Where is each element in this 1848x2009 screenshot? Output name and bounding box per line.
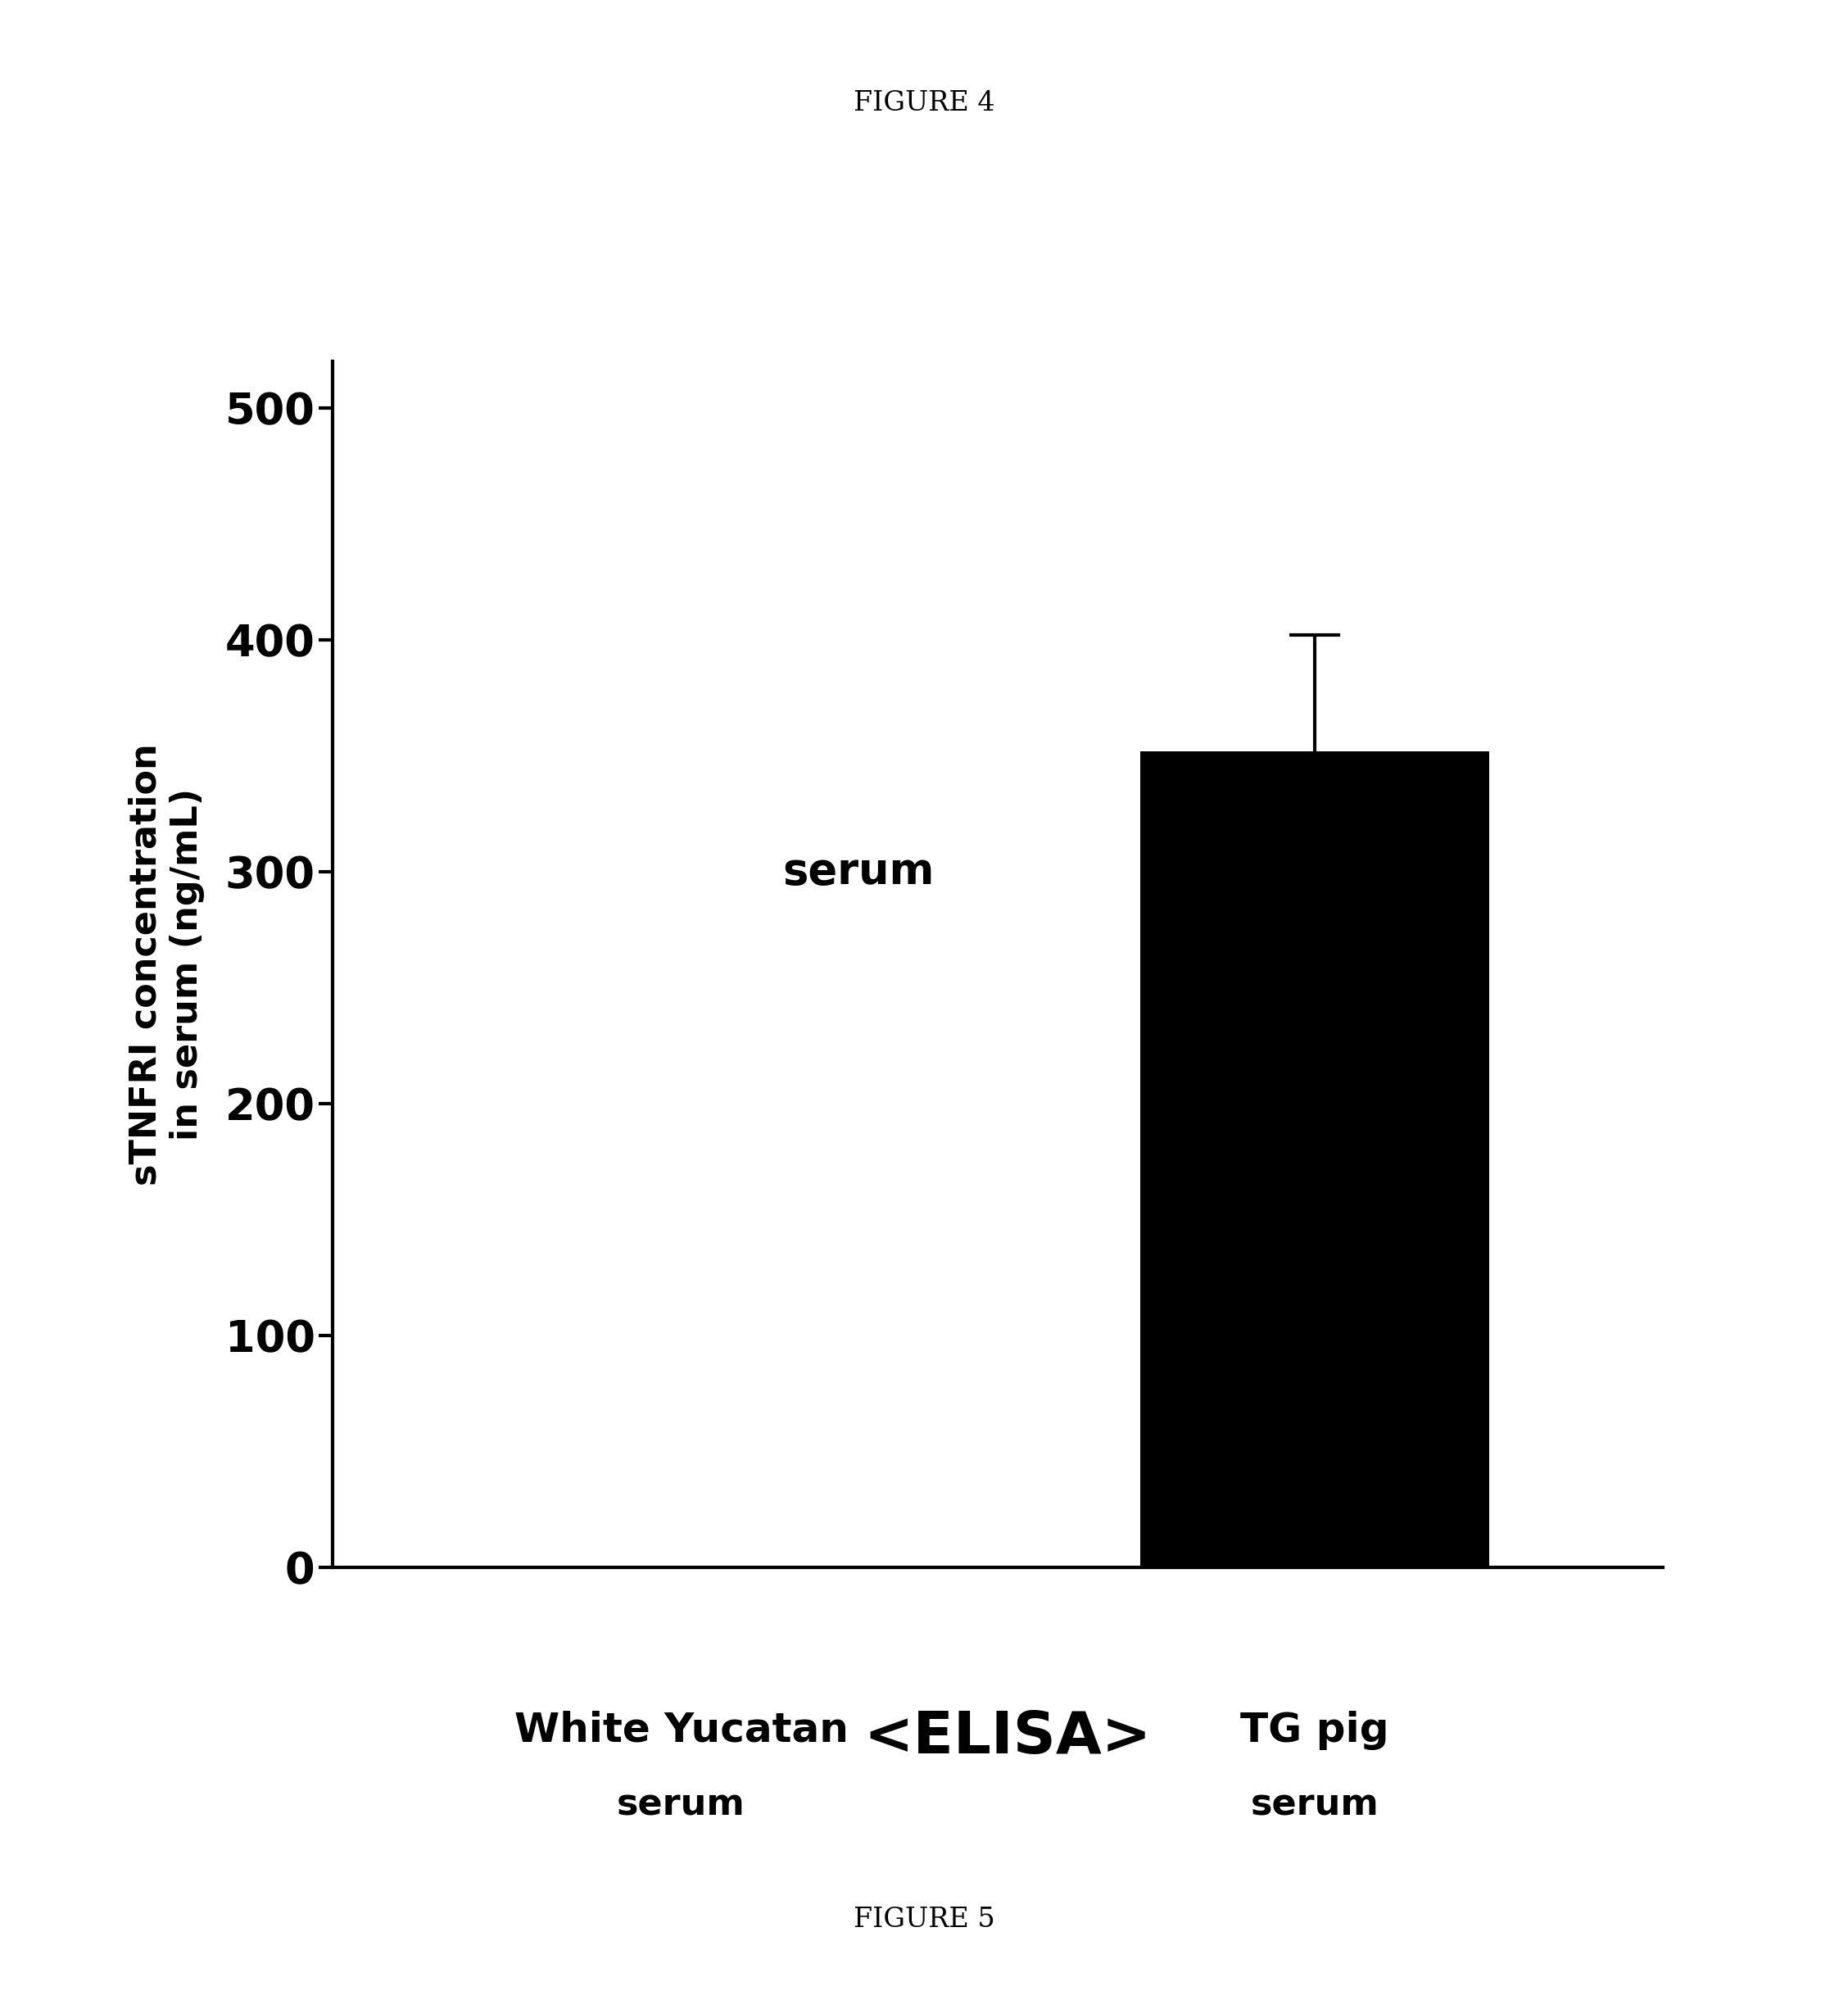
Text: serum: serum <box>617 1788 745 1822</box>
Text: serum: serum <box>782 850 935 892</box>
Bar <box>1140 751 1489 1567</box>
Text: TG pig: TG pig <box>1240 1712 1390 1750</box>
Text: FIGURE 4: FIGURE 4 <box>854 90 994 117</box>
Text: <ELISA>: <ELISA> <box>863 1710 1151 1766</box>
Text: serum: serum <box>1251 1788 1379 1822</box>
Text: FIGURE 5: FIGURE 5 <box>854 1907 994 1933</box>
Text: White Yucatan: White Yucatan <box>514 1712 848 1750</box>
Y-axis label: sTNFRI concentration
in serum (ng/mL): sTNFRI concentration in serum (ng/mL) <box>128 743 205 1185</box>
